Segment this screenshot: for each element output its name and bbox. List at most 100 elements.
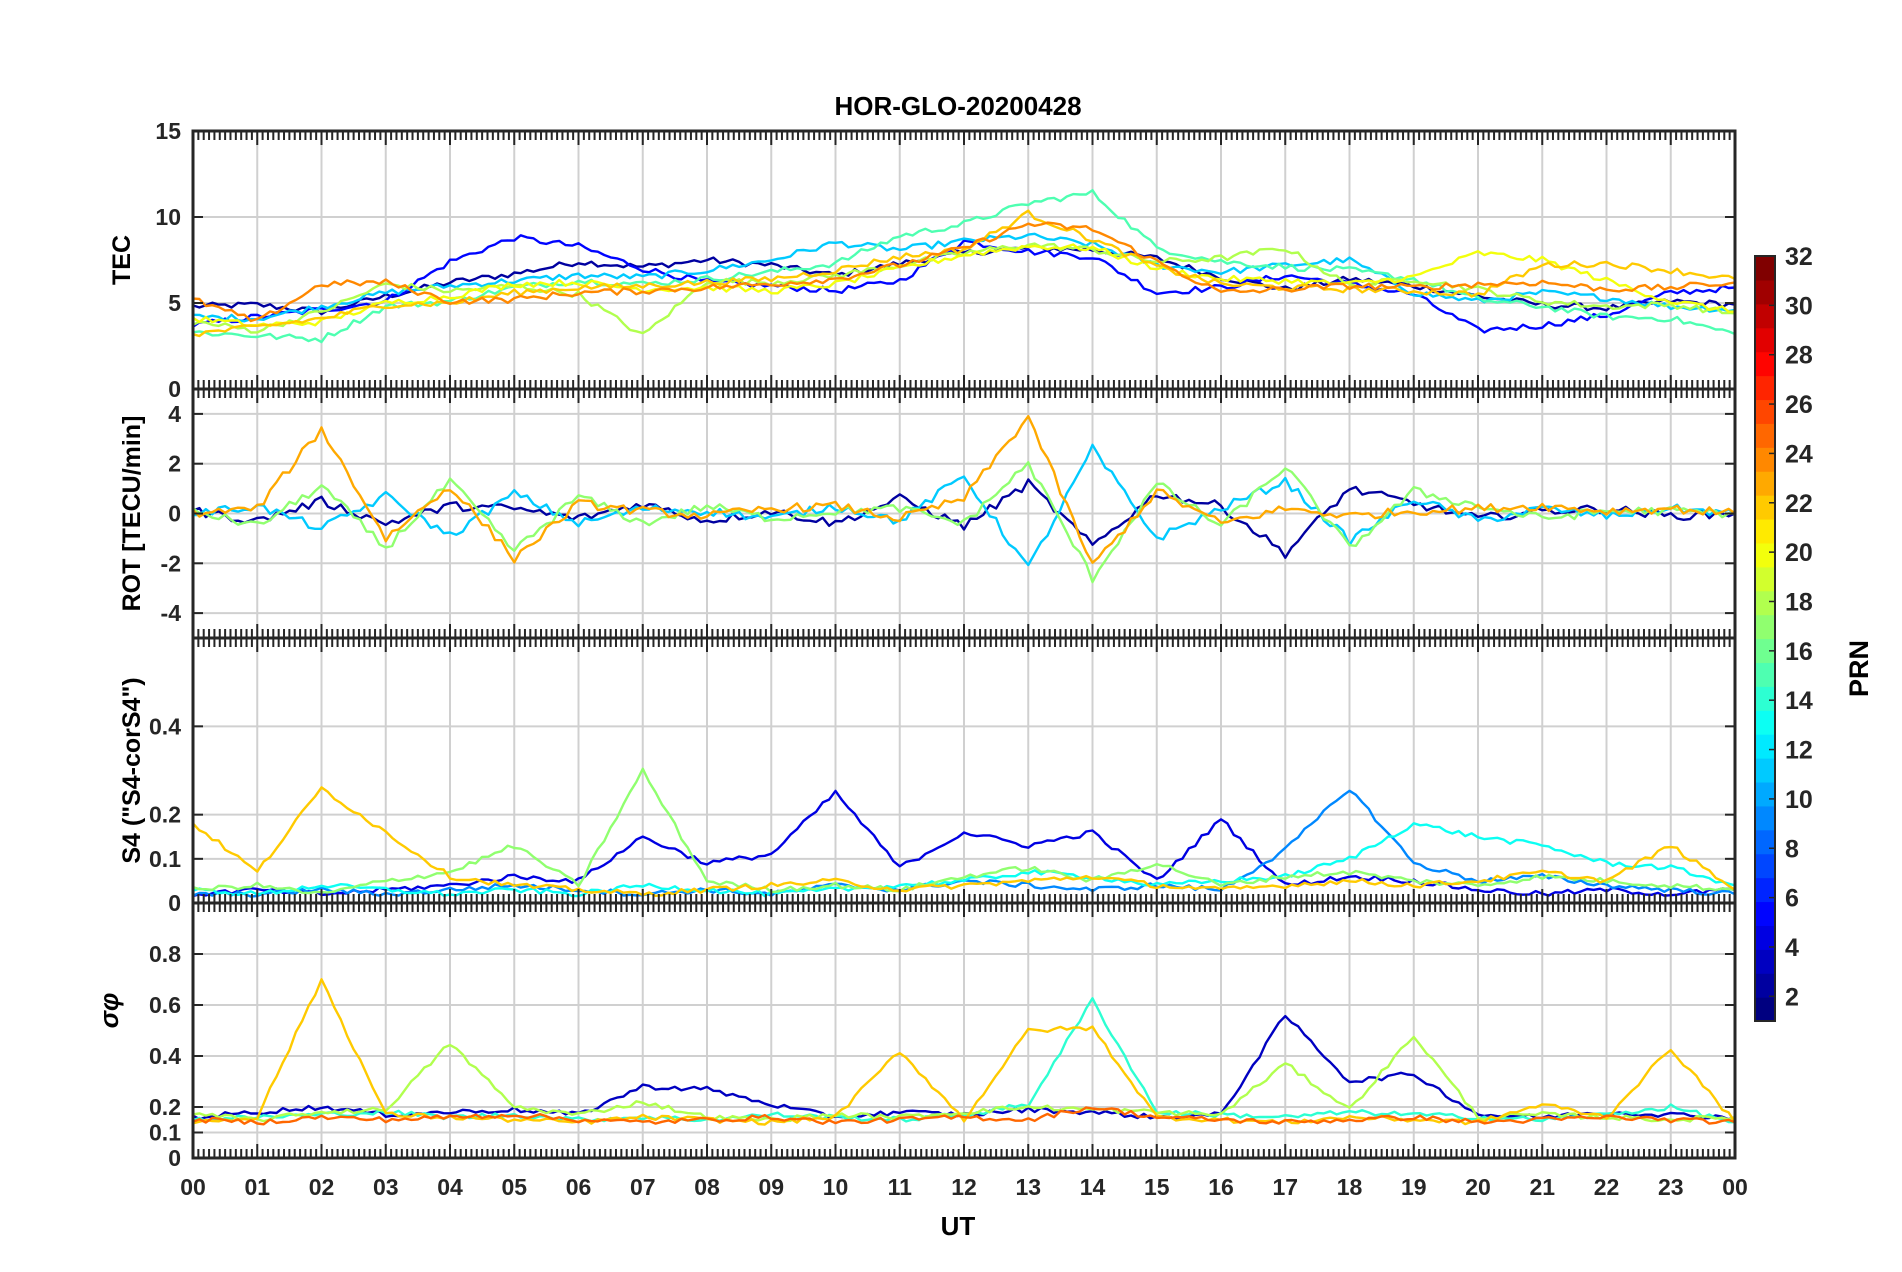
panel-tec: 0 5 10 15 TEC [108, 118, 1737, 402]
x-tick-label: 12 [951, 1174, 977, 1200]
series-prn-23 [193, 415, 1735, 564]
chart-title: HOR-GLO-20200428 [834, 91, 1081, 121]
y-axis-label: TEC [108, 235, 136, 285]
colorbar-swatch [1755, 805, 1775, 831]
colorbar-swatch [1755, 471, 1775, 496]
x-tick-label: 11 [888, 1174, 913, 1200]
x-tick-label: 05 [501, 1174, 527, 1200]
colorbar-swatch [1755, 758, 1775, 783]
colorbar-swatch [1755, 901, 1775, 926]
colorbar-label: PRN [1844, 640, 1874, 697]
colorbar-tick-label: 24 [1785, 440, 1813, 468]
x-tick-label: 04 [437, 1174, 463, 1200]
colorbar-swatch [1755, 351, 1775, 377]
y-tick-label: 0 [168, 376, 181, 402]
colorbar-tick-label: 26 [1785, 391, 1813, 419]
series-prn-24 [193, 221, 1735, 323]
series-prn-2 [193, 244, 1735, 316]
y-tick-label: 0.8 [149, 941, 181, 967]
x-tick-label: 20 [1465, 1174, 1491, 1200]
series-prn-22 [193, 786, 1735, 897]
colorbar-swatch [1755, 877, 1775, 903]
colorbar-swatch [1755, 949, 1775, 974]
colorbar-swatch [1755, 590, 1775, 616]
x-tick-label: 01 [244, 1174, 270, 1200]
x-tick-label: 22 [1594, 1174, 1620, 1200]
x-tick-label: 18 [1337, 1174, 1363, 1200]
colorbar-swatch [1755, 566, 1775, 592]
x-tick-label: 13 [1015, 1174, 1041, 1200]
series-prn-25 [193, 1106, 1735, 1126]
x-tick-label: 02 [309, 1174, 335, 1200]
colorbar-swatch [1755, 495, 1775, 520]
x-tick-label: 15 [1144, 1174, 1170, 1200]
colorbar-tick-label: 4 [1785, 934, 1799, 962]
colorbar-swatch [1755, 710, 1775, 735]
colorbar-swatch [1755, 279, 1775, 305]
colorbar-swatch [1755, 303, 1775, 329]
y-tick-label: 15 [155, 118, 181, 144]
colorbar-tick-label: 18 [1785, 588, 1813, 616]
x-tick-label: 03 [373, 1174, 399, 1200]
colorbar-swatch [1755, 614, 1775, 640]
x-tick-label: 23 [1658, 1174, 1684, 1200]
colorbar-swatch [1755, 542, 1775, 568]
x-tick-label: 17 [1272, 1174, 1298, 1200]
series-prn-11 [193, 443, 1735, 567]
colorbar-swatch [1755, 375, 1775, 401]
series-prn-17 [193, 767, 1735, 895]
colorbar-swatch [1755, 829, 1775, 855]
x-tick-label: 09 [758, 1174, 784, 1200]
colorbar-swatch [1755, 781, 1775, 807]
panel-s4: 0 0.1 0.2 0.4S4 ("S4-corS4") [118, 636, 1737, 916]
x-tick-label: 06 [566, 1174, 592, 1200]
colorbar-tick-label: 14 [1785, 687, 1813, 715]
y-tick-label: 0 [168, 890, 181, 916]
colorbar-swatch [1755, 399, 1775, 424]
y-tick-label: 2 [168, 451, 181, 477]
y-tick-label: 0.6 [149, 992, 181, 1018]
y-axis-label: ROT [TECU/min] [118, 416, 146, 612]
y-axis-label: σφ [94, 993, 124, 1029]
colorbar-tick-label: 10 [1785, 786, 1813, 814]
colorbar-swatch [1755, 327, 1775, 353]
x-tick-label: 00 [1722, 1174, 1748, 1200]
series-prn-20 [193, 243, 1735, 328]
x-tick-label: 19 [1401, 1174, 1427, 1200]
y-tick-label: -4 [161, 600, 182, 626]
y-tick-label: 0.2 [149, 1094, 181, 1120]
y-tick-label: 0.4 [149, 713, 181, 739]
y-tick-label: 0 [168, 501, 181, 527]
colorbar-swatch [1755, 447, 1775, 472]
series-group [193, 188, 1735, 344]
colorbar-tick-label: 2 [1785, 983, 1799, 1011]
y-tick-label: 5 [168, 290, 181, 316]
series-prn-15 [193, 188, 1735, 344]
colorbar-tick-label: 16 [1785, 638, 1813, 666]
colorbar-swatch [1755, 853, 1775, 879]
x-tick-label: 10 [823, 1174, 849, 1200]
colorbar-tick-label: 12 [1785, 737, 1813, 765]
panel-sigma-phi: 00.10.2 0.4 0.6 0.8 σφ [94, 901, 1737, 1171]
panel-rot: -4 -2 0 2 4 ROT [TECU/min] [118, 387, 1737, 640]
y-tick-label: 0.4 [149, 1043, 181, 1069]
x-tick-label: 14 [1080, 1174, 1106, 1200]
colorbar-swatch [1755, 686, 1775, 711]
colorbar-swatch [1755, 662, 1775, 687]
colorbar-tick-label: 22 [1785, 490, 1813, 518]
x-tick-label: 07 [630, 1174, 656, 1200]
y-tick-label: 0.1 [149, 846, 181, 872]
x-tick-label: 21 [1529, 1174, 1555, 1200]
x-axis: 00 01 02 03 04 05 06 07 08 09 10 11 12 13 14 15 16 17 18 19… [180, 1174, 1748, 1200]
series-prn-2 [193, 478, 1735, 559]
colorbar-swatch [1755, 256, 1775, 281]
series-group [193, 978, 1735, 1126]
x-axis-label: UT [941, 1211, 976, 1241]
colorbar-tick-label: 30 [1785, 292, 1813, 320]
series-prn-17 [193, 461, 1735, 584]
x-tick-label: 16 [1208, 1174, 1234, 1200]
series-prn-5 [193, 234, 1735, 334]
y-tick-label: 0.1 [149, 1120, 181, 1146]
